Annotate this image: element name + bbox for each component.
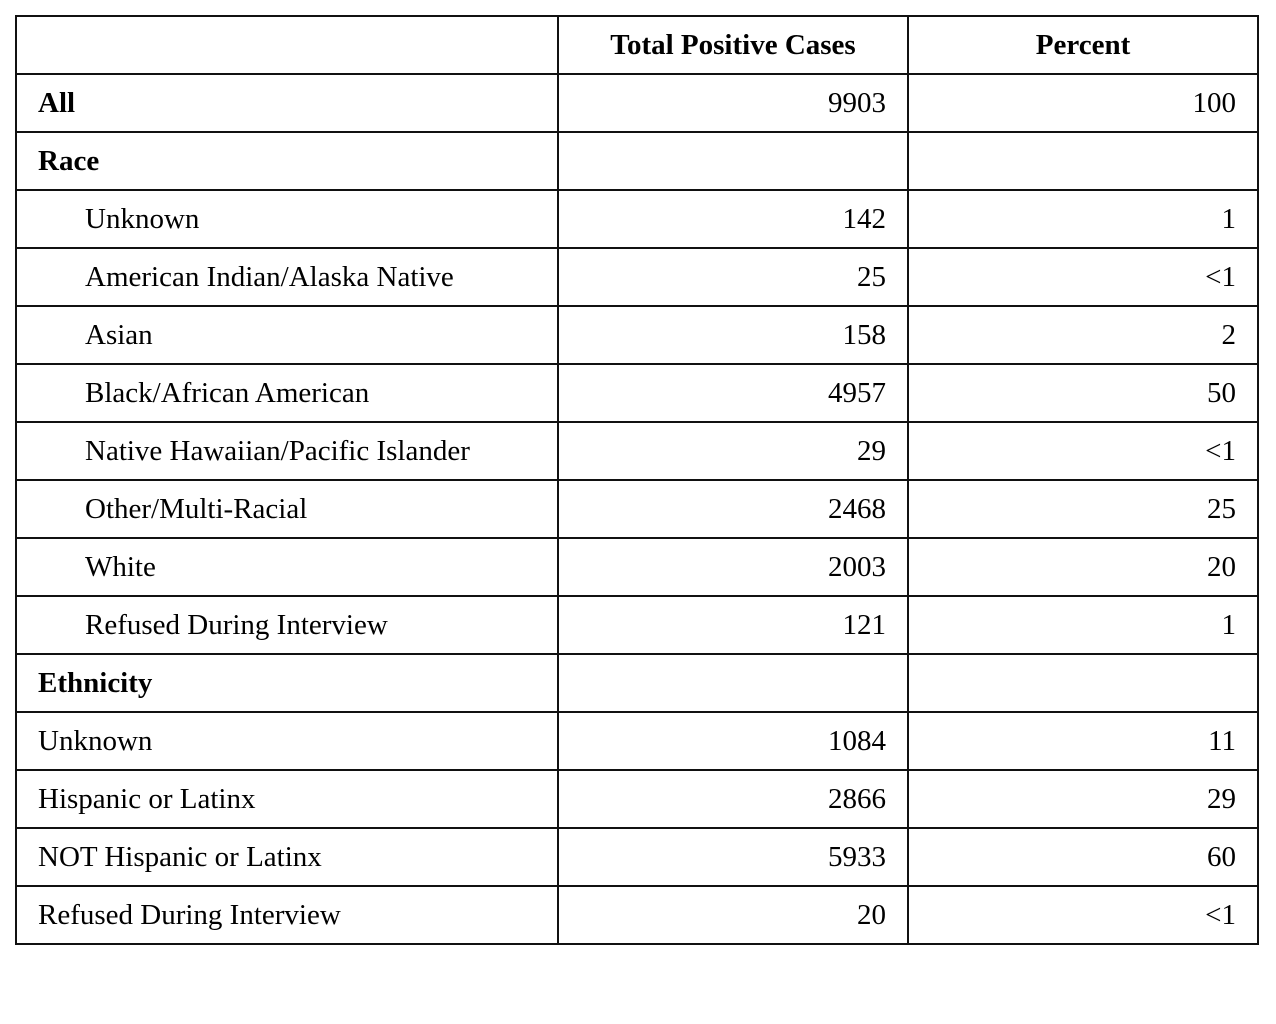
table-row: NOT Hispanic or Latinx 5933 60 (15, 827, 1259, 887)
percent-cell: 20 (907, 537, 1259, 597)
row-label: White (15, 537, 559, 597)
header-cell (15, 15, 559, 75)
cases-cell: 158 (557, 305, 909, 365)
row-label: NOT Hispanic or Latinx (15, 827, 559, 887)
row-label: Asian (15, 305, 559, 365)
row-label: Hispanic or Latinx (15, 769, 559, 829)
percent-cell: <1 (907, 885, 1259, 945)
row-label: Native Hawaiian/Pacific Islander (15, 421, 559, 481)
cases-cell: 5933 (557, 827, 909, 887)
row-label: Black/African American (15, 363, 559, 423)
empty-cell (907, 131, 1259, 191)
cases-table: Total Positive Cases Percent All 9903 100 R… (15, 15, 1259, 945)
cases-cell: 20 (557, 885, 909, 945)
percent-cell: 1 (907, 189, 1259, 249)
header-cell: Total Positive Cases (557, 15, 909, 75)
percent-cell: <1 (907, 421, 1259, 481)
table-row: Race (15, 131, 1259, 191)
table-row: Unknown 1084 11 (15, 711, 1259, 771)
table-head: Total Positive Cases Percent (15, 15, 1259, 75)
table-row: White 2003 20 (15, 537, 1259, 597)
table-row: American Indian/Alaska Native 25 <1 (15, 247, 1259, 307)
header-cell: Percent (907, 15, 1259, 75)
row-label: Refused During Interview (15, 595, 559, 655)
empty-cell (557, 131, 909, 191)
row-label: Unknown (15, 711, 559, 771)
cases-cell: 9903 (557, 73, 909, 133)
percent-cell: 100 (907, 73, 1259, 133)
empty-cell (557, 653, 909, 713)
cases-cell: 4957 (557, 363, 909, 423)
percent-cell: 60 (907, 827, 1259, 887)
percent-cell: 25 (907, 479, 1259, 539)
percent-cell: 29 (907, 769, 1259, 829)
percent-cell: 1 (907, 595, 1259, 655)
row-label: All (15, 73, 559, 133)
row-label: Other/Multi-Racial (15, 479, 559, 539)
cases-cell: 121 (557, 595, 909, 655)
percent-cell: 2 (907, 305, 1259, 365)
cases-cell: 2866 (557, 769, 909, 829)
table-row: Native Hawaiian/Pacific Islander 29 <1 (15, 421, 1259, 481)
cases-cell: 142 (557, 189, 909, 249)
cases-cell: 2468 (557, 479, 909, 539)
cases-cell: 2003 (557, 537, 909, 597)
table-row: All 9903 100 (15, 73, 1259, 133)
row-label: Refused During Interview (15, 885, 559, 945)
row-label: Unknown (15, 189, 559, 249)
cases-cell: 25 (557, 247, 909, 307)
empty-cell (907, 653, 1259, 713)
row-label: Race (15, 131, 559, 191)
percent-cell: 50 (907, 363, 1259, 423)
table-row: Ethnicity (15, 653, 1259, 713)
header-row: Total Positive Cases Percent (15, 15, 1259, 75)
row-label: Ethnicity (15, 653, 559, 713)
percent-cell: <1 (907, 247, 1259, 307)
cases-cell: 29 (557, 421, 909, 481)
cases-cell: 1084 (557, 711, 909, 771)
table-row: Black/African American 4957 50 (15, 363, 1259, 423)
table-row: Hispanic or Latinx 2866 29 (15, 769, 1259, 829)
row-label: American Indian/Alaska Native (15, 247, 559, 307)
table-row: Asian 158 2 (15, 305, 1259, 365)
table-body: All 9903 100 Race Unknown 142 1 American Indian… (15, 73, 1259, 945)
table-row: Refused During Interview 20 <1 (15, 885, 1259, 945)
table-row: Refused During Interview 121 1 (15, 595, 1259, 655)
table-row: Other/Multi-Racial 2468 25 (15, 479, 1259, 539)
percent-cell: 11 (907, 711, 1259, 771)
table-row: Unknown 142 1 (15, 189, 1259, 249)
